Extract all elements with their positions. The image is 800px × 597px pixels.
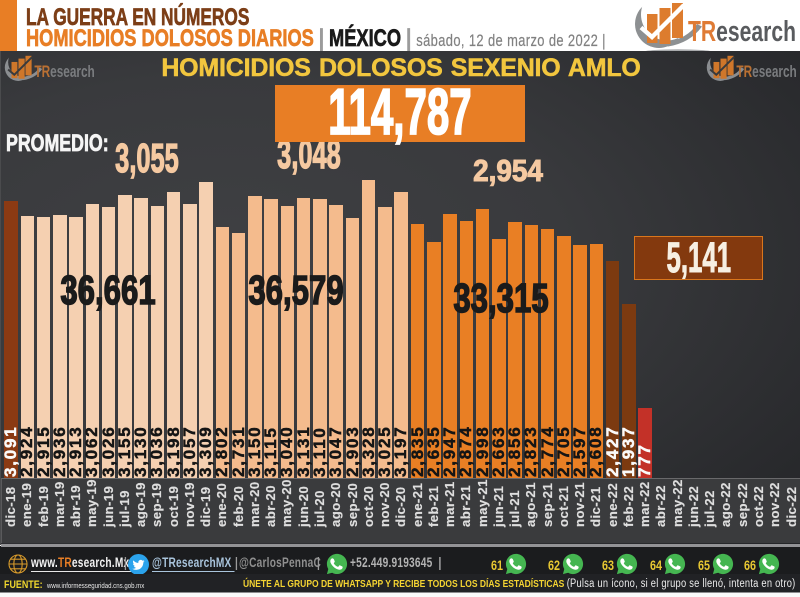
svg-text:TResearch: TResearch (34, 63, 94, 81)
svg-text:TResearch: TResearch (736, 63, 796, 81)
svg-text:TResearch: TResearch (688, 16, 796, 48)
